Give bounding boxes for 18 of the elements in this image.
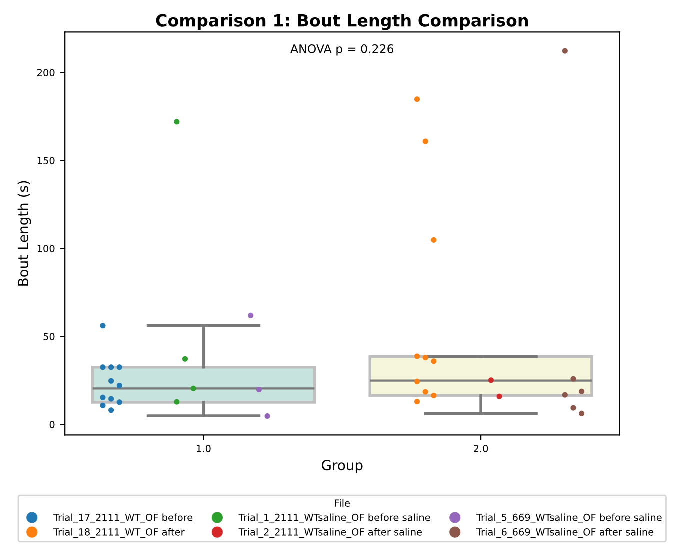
y-tick-label: 150 [38, 157, 55, 164]
legend-label: Trial_2_2111_WTsaline_OF after saline [238, 528, 422, 538]
legend-label: Trial_17_2111_WT_OF before [53, 514, 193, 524]
y-tick-label: 0 [50, 421, 55, 428]
y-tick-label: 100 [38, 245, 55, 252]
x-axis-title: Group [322, 460, 363, 474]
legend-title: File [335, 499, 350, 508]
annotation: ANOVA p = 0.226 [290, 44, 394, 56]
y-axis-title: Bout Length (s) [18, 181, 32, 286]
x-tick-label: 1.0 [197, 445, 211, 452]
legend-label: Trial_1_2111_WTsaline_OF before saline [238, 514, 430, 524]
legend-label: Trial_6_669_WTsaline_OF after saline [476, 528, 654, 538]
chart-title: Comparison 1: Bout Length Comparison [156, 14, 528, 30]
y-tick-label: 200 [38, 69, 55, 77]
x-tick-label: 2.0 [474, 445, 488, 452]
y-tick-label: 50 [44, 333, 55, 340]
legend-label: Trial_18_2111_WT_OF after [53, 528, 185, 538]
legend-label: Trial_5_669_WTsaline_OF before saline [476, 514, 662, 524]
